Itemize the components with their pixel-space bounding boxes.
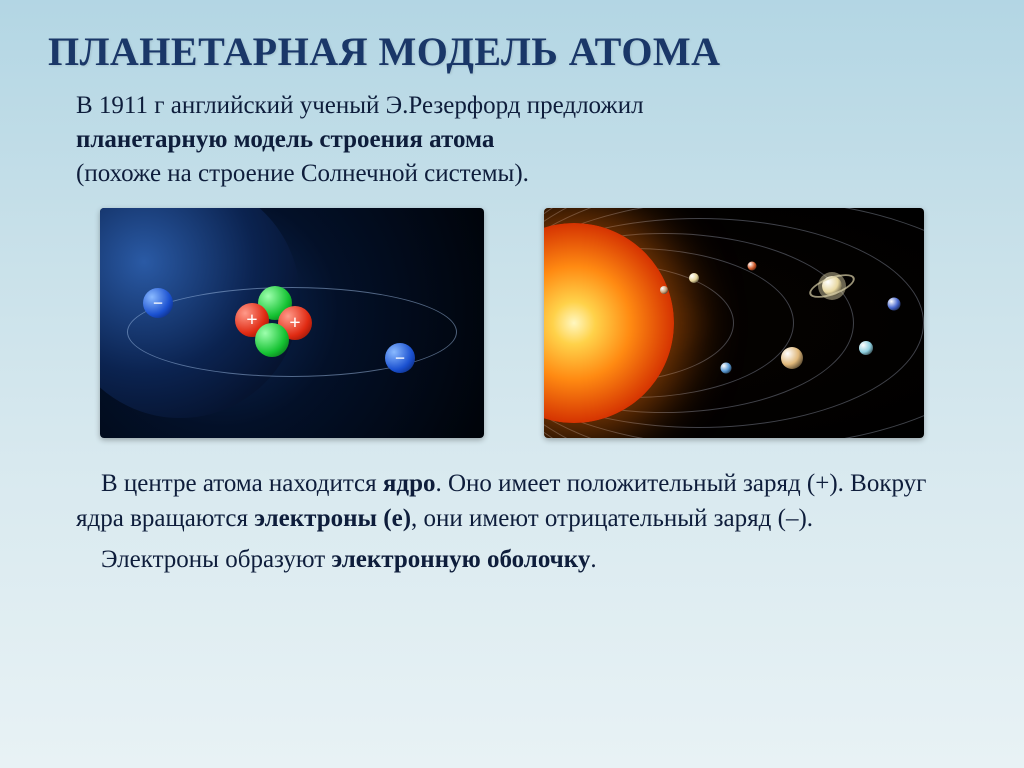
paragraph-1: В центре атома находится ядро. Оно имеет… <box>76 466 976 536</box>
body-text: В центре атома находится ядро. Оно имеет… <box>48 466 976 577</box>
solar-bg <box>544 208 924 438</box>
p2a: Электроны образуют <box>101 546 331 573</box>
planet <box>689 273 699 283</box>
p2c: . <box>590 546 596 573</box>
image-row: ++ −− <box>48 208 976 438</box>
planet <box>748 262 757 271</box>
intro-line1: В 1911 г английский ученый Э.Резерфорд п… <box>76 92 644 119</box>
solar-system-diagram <box>544 208 924 438</box>
p1e: , они имеют отрицательный заряд (–). <box>411 505 813 532</box>
p1a: В центре атома находится <box>101 470 383 497</box>
planet <box>859 341 873 355</box>
electron: − <box>385 343 415 373</box>
planet <box>888 298 901 311</box>
slide-title: ПЛАНЕТАРНАЯ МОДЕЛЬ АТОМА <box>48 28 976 75</box>
slide: ПЛАНЕТАРНАЯ МОДЕЛЬ АТОМА В 1911 г англий… <box>0 0 1024 768</box>
intro-block: В 1911 г английский ученый Э.Резерфорд п… <box>48 89 976 190</box>
intro-line3: (похоже на строение Солнечной системы). <box>76 160 529 187</box>
atom-bg: ++ −− <box>100 208 484 438</box>
paragraph-2: Электроны образуют электронную оболочку. <box>76 542 976 577</box>
planet <box>822 276 842 296</box>
neutron <box>255 323 289 357</box>
intro-bold: планетарную модель строения атома <box>76 126 494 153</box>
planet <box>721 363 732 374</box>
atom-diagram: ++ −− <box>100 208 484 438</box>
p1d: электроны (е) <box>254 505 411 532</box>
planet <box>660 286 668 294</box>
p1b: ядро <box>383 470 436 497</box>
planet <box>781 347 803 369</box>
p2b: электронную оболочку <box>331 546 590 573</box>
